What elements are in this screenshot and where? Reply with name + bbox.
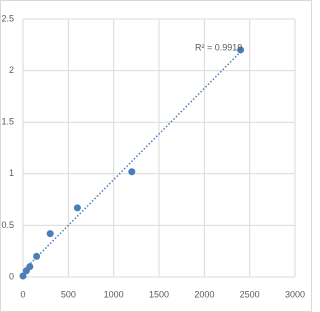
trendline	[22, 51, 242, 272]
y-tick-label: 0	[9, 271, 14, 281]
x-tick-label: 1000	[104, 289, 124, 299]
data-point	[19, 272, 27, 280]
x-tick-label: 500	[61, 289, 76, 299]
data-point	[26, 263, 34, 271]
chart: 0 0.5 1 1.5 2 2.5 0 500 1000 1500 2000 2500 3000 R² =…	[0, 0, 312, 312]
x-tick-label: 0	[20, 289, 25, 299]
x-tick-label: 1500	[149, 289, 169, 299]
x-tick-label: 2000	[194, 289, 214, 299]
y-tick-label: 0.5	[1, 220, 14, 230]
y-tick-label: 1.5	[1, 117, 14, 127]
x-tick-label: 2500	[240, 289, 260, 299]
y-tick-label: 2.5	[1, 13, 14, 23]
data-point	[73, 204, 81, 212]
annotation: R² = 0.9919	[195, 42, 242, 52]
data-point	[46, 230, 54, 238]
x-tick-label: 3000	[285, 289, 305, 299]
chart-frame	[0, 0, 312, 312]
data-point	[33, 252, 41, 260]
data-point	[237, 46, 245, 54]
data-point	[128, 168, 136, 176]
y-tick-label: 1	[9, 168, 14, 178]
y-tick-label: 2	[9, 65, 14, 75]
